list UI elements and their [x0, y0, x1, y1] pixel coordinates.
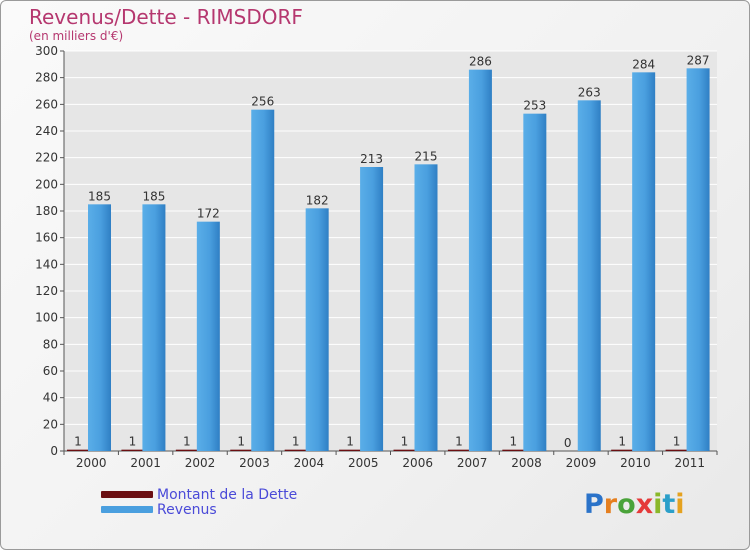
y-tick-label: 20 [43, 417, 58, 431]
logo-letter: x [635, 489, 654, 520]
plot-background [64, 51, 717, 451]
bar-debt [611, 449, 634, 451]
chart-title: Revenus/Dette - RIMSDORF [29, 5, 303, 29]
data-label-debt: 1 [401, 435, 409, 449]
bar-revenue [142, 204, 166, 451]
data-label-revenue: 286 [469, 55, 492, 69]
y-tick-label: 220 [35, 151, 58, 165]
y-tick-label: 140 [35, 257, 58, 271]
x-tick-label: 2003 [239, 456, 270, 470]
bar-revenue [523, 113, 547, 452]
data-label-debt: 1 [673, 435, 681, 449]
y-tick-label: 240 [35, 124, 58, 138]
x-tick-label: 2005 [348, 456, 379, 470]
data-label-debt: 1 [346, 435, 354, 449]
legend-label-revenue: Revenus [157, 501, 217, 518]
bar-debt [665, 449, 688, 451]
y-tick-label: 160 [35, 231, 58, 245]
logo-letter: i [675, 489, 685, 520]
logo-letter: t [662, 489, 676, 520]
logo-letter: o [617, 489, 636, 520]
bar-debt [121, 449, 144, 451]
bar-revenue [360, 167, 384, 451]
data-label-revenue: 263 [578, 85, 601, 99]
bar-debt [339, 449, 362, 451]
legend-label-debt: Montant de la Dette [157, 486, 298, 503]
data-label-revenue: 253 [523, 99, 546, 113]
bar-debt [284, 449, 307, 451]
y-tick-label: 40 [43, 391, 58, 405]
x-tick-label: 2010 [620, 456, 651, 470]
bar-revenue [414, 164, 438, 452]
bar-revenue [468, 69, 492, 452]
logo-letter: i [653, 489, 663, 520]
data-label-debt: 1 [510, 435, 518, 449]
legend-item-debt: Montant de la Dette [101, 486, 298, 503]
bar-debt [502, 449, 525, 451]
y-tick-label: 200 [35, 177, 58, 191]
y-tick-label: 260 [35, 97, 58, 111]
x-tick-label: 2011 [675, 456, 706, 470]
data-label-revenue: 172 [197, 207, 220, 221]
data-label-debt: 1 [183, 435, 191, 449]
bar-revenue [251, 109, 275, 452]
chart-subtitle: (en milliers d'€) [29, 29, 124, 43]
y-tick-label: 100 [35, 311, 58, 325]
bar-revenue [577, 100, 601, 451]
data-label-revenue: 185 [88, 189, 111, 203]
y-tick-label: 120 [35, 284, 58, 298]
x-tick-label: 2004 [294, 456, 325, 470]
data-label-debt: 1 [129, 435, 137, 449]
y-tick-label: 0 [50, 444, 58, 458]
data-label-debt: 0 [564, 436, 572, 450]
bar-debt [447, 449, 470, 451]
data-label-debt: 1 [455, 435, 463, 449]
legend-swatch-revenue [101, 506, 153, 513]
data-label-debt: 1 [292, 435, 300, 449]
logo-letter: r [603, 489, 618, 520]
x-tick-label: 2006 [402, 456, 433, 470]
legend: Montant de la Dette Revenus [101, 486, 298, 518]
data-label-revenue: 287 [687, 53, 710, 67]
x-tick-label: 2001 [130, 456, 161, 470]
data-label-debt: 1 [618, 435, 626, 449]
y-tick-label: 300 [35, 44, 58, 58]
logo-letter: P [584, 489, 604, 520]
bar-revenue [632, 72, 656, 451]
data-label-revenue: 284 [632, 57, 655, 71]
bar-revenue [305, 208, 329, 451]
data-label-revenue: 256 [251, 95, 274, 109]
y-tick-label: 180 [35, 204, 58, 218]
bar-revenue [196, 221, 220, 451]
data-label-revenue: 215 [415, 149, 438, 163]
x-tick-label: 2008 [511, 456, 542, 470]
y-tick-label: 280 [35, 71, 58, 85]
x-tick-label: 2000 [76, 456, 107, 470]
data-label-debt: 1 [74, 435, 82, 449]
legend-swatch-debt [101, 491, 153, 498]
x-tick-label: 2007 [457, 456, 488, 470]
bar-revenue [88, 204, 111, 451]
y-tick-label: 60 [43, 364, 58, 378]
y-tick-label: 80 [43, 337, 58, 351]
bar-debt [230, 449, 253, 451]
proxiti-logo: Proxiti [584, 489, 685, 520]
data-label-revenue: 182 [306, 193, 329, 207]
legend-item-revenue: Revenus [101, 501, 297, 518]
data-label-debt: 1 [237, 435, 245, 449]
x-tick-label: 2002 [185, 456, 216, 470]
bar-debt [67, 449, 89, 451]
data-label-revenue: 185 [142, 189, 165, 203]
bar-debt [393, 449, 416, 451]
bar-debt [175, 449, 198, 451]
x-tick-label: 2009 [566, 456, 597, 470]
bar-revenue [686, 68, 710, 451]
data-label-revenue: 213 [360, 152, 383, 166]
